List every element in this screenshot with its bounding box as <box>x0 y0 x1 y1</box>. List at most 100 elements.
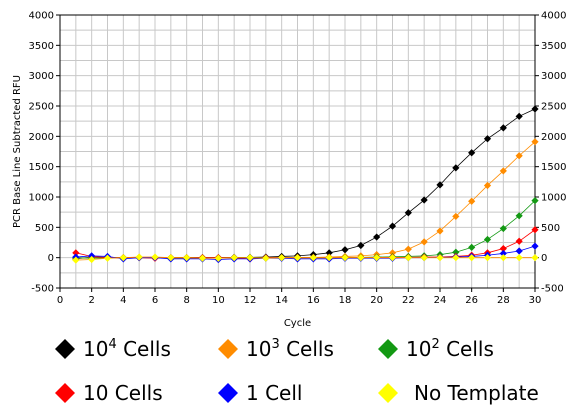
y-tick-label-left: 4000 <box>29 11 54 22</box>
x-tick-label: 2 <box>88 295 94 306</box>
data-point <box>72 256 80 264</box>
y-tick-label-left: 1500 <box>29 162 54 173</box>
data-point <box>373 233 381 241</box>
data-point <box>341 254 349 262</box>
data-point <box>452 248 460 256</box>
y-tick-label-left: 0 <box>48 253 54 264</box>
y-tick-label-left: 3000 <box>29 71 54 82</box>
y-tick-label-right: 4000 <box>541 11 566 22</box>
data-point <box>404 209 412 217</box>
data-point <box>325 249 333 257</box>
x-tick-label: 10 <box>212 295 225 306</box>
series-4 <box>72 242 539 264</box>
legend-item: 103 Cells <box>218 337 334 361</box>
data-point <box>436 254 444 262</box>
x-tick-label: 14 <box>275 295 288 306</box>
data-point <box>278 254 286 262</box>
data-point <box>420 238 428 246</box>
data-point <box>499 224 507 233</box>
series-line <box>75 141 536 259</box>
data-point <box>373 254 381 262</box>
data-point <box>452 254 460 262</box>
legend-marker <box>55 383 75 403</box>
data-point <box>88 252 96 260</box>
data-point <box>452 212 460 221</box>
data-point <box>499 249 507 258</box>
x-tick-label: 24 <box>434 295 447 306</box>
data-point <box>499 124 507 132</box>
data-point <box>167 254 175 262</box>
data-point <box>483 254 492 262</box>
data-point <box>452 164 460 172</box>
data-point <box>468 254 476 262</box>
y-tick-label-left: -500 <box>31 284 54 295</box>
data-point <box>468 149 476 157</box>
data-point <box>357 241 365 250</box>
data-point <box>72 249 80 257</box>
data-point <box>531 226 539 234</box>
x-axis-tick-labels: 0 2 4 6 8 10 12 14 16 18 20 22 24 26 28 30 <box>57 295 542 306</box>
data-point <box>183 254 191 262</box>
series-line <box>75 200 536 259</box>
plot-frame <box>59 14 536 289</box>
data-point <box>515 247 523 255</box>
y-tick-label-right: 3000 <box>541 71 566 82</box>
x-tick-label: 30 <box>529 295 542 306</box>
data-point <box>515 237 523 245</box>
legend-marker <box>378 339 398 359</box>
x-axis-label: Cycle <box>284 318 311 329</box>
y-axis-tick-labels-right: -500 0 500 1000 1500 2000 2500 3000 3500 4000 <box>541 11 566 295</box>
data-point <box>420 254 428 262</box>
data-point <box>436 181 444 189</box>
x-tick-label: 0 <box>57 295 63 306</box>
y-axis-label: PCR Base Line Subtracted RFU <box>12 75 23 228</box>
data-point <box>341 246 349 254</box>
data-point <box>88 255 96 264</box>
series-2 <box>72 197 539 262</box>
legend-marker <box>378 383 398 403</box>
data-point <box>483 135 492 143</box>
data-point <box>293 254 302 262</box>
y-tick-label-right: 500 <box>541 223 560 234</box>
data-point <box>214 254 222 262</box>
axis-ticks <box>56 14 539 292</box>
data-point <box>499 244 507 253</box>
legend-label: No Template <box>414 381 539 405</box>
y-tick-label-right: -500 <box>541 284 564 295</box>
legend-label: 10 Cells <box>83 381 163 405</box>
data-point <box>198 254 207 262</box>
series-line <box>75 229 536 260</box>
y-tick-label-right: 2500 <box>541 102 566 113</box>
data-point <box>468 243 476 251</box>
x-tick-label: 28 <box>497 295 510 306</box>
legend: 104 Cells 103 Cells 102 Cells 10 Cells 1 Cel… <box>55 337 539 405</box>
y-tick-label-right: 0 <box>541 253 547 264</box>
data-point <box>531 242 539 250</box>
data-point <box>230 254 238 262</box>
y-tick-label-left: 2000 <box>29 132 54 143</box>
data-point <box>515 212 523 220</box>
data-point <box>436 227 444 235</box>
y-tick-label-right: 1000 <box>541 193 566 204</box>
x-tick-label: 6 <box>152 295 158 306</box>
series-1 <box>72 138 539 262</box>
data-point <box>531 197 539 205</box>
data-point <box>515 112 523 120</box>
data-point <box>262 254 270 262</box>
x-tick-label: 8 <box>183 295 189 306</box>
x-tick-label: 12 <box>244 295 257 306</box>
data-point <box>404 254 412 262</box>
y-tick-label-left: 500 <box>35 223 54 234</box>
data-point <box>357 254 365 262</box>
data-point <box>515 254 523 262</box>
data-point <box>119 254 127 262</box>
data-point <box>309 254 317 262</box>
y-tick-label-left: 2500 <box>29 102 54 113</box>
x-tick-label: 4 <box>120 295 126 306</box>
x-tick-label: 16 <box>307 295 320 306</box>
x-tick-label: 18 <box>339 295 352 306</box>
legend-marker <box>218 339 238 359</box>
legend-label: 104 Cells <box>83 337 171 361</box>
data-point <box>499 167 507 175</box>
